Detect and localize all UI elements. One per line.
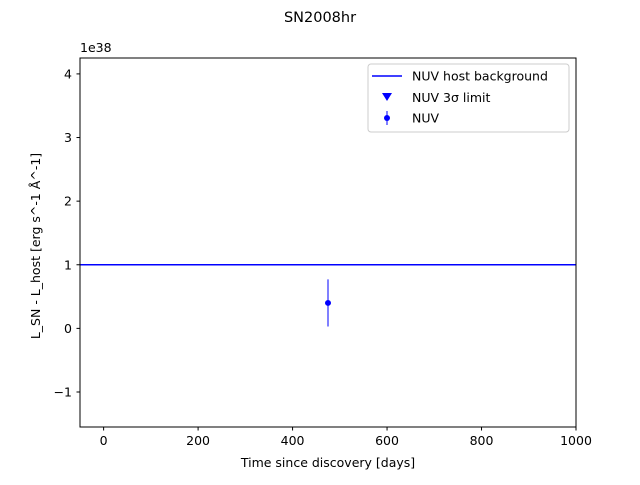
y-tick-label: −1 xyxy=(54,385,72,400)
legend-label-upper-limit: NUV 3σ limit xyxy=(412,90,490,105)
legend-label-host-background: NUV host background xyxy=(412,69,548,84)
x-axis-label: Time since discovery [days] xyxy=(240,455,415,470)
x-tick-label: 0 xyxy=(100,433,108,448)
legend-handle-nuv-marker xyxy=(384,115,390,121)
y-tick-label: 1 xyxy=(64,257,72,272)
y-axis: −1 0 1 2 3 4 xyxy=(54,66,80,400)
legend-label-nuv: NUV xyxy=(412,111,439,126)
x-tick-label: 600 xyxy=(375,433,399,448)
legend-handle-upper-limit xyxy=(382,93,392,101)
y-axis-label: L_SN - L_host [erg s^-1 Å^-1] xyxy=(28,153,43,339)
x-axis: 0 200 400 600 800 1000 xyxy=(100,427,592,448)
chart-title: SN2008hr xyxy=(284,10,356,26)
nuv-data-point-0 xyxy=(325,299,331,306)
plot-area xyxy=(80,264,576,327)
legend: NUV host background NUV 3σ limit NUV xyxy=(367,63,570,133)
y-offset-label: 1e38 xyxy=(80,40,112,55)
y-tick-label: 0 xyxy=(64,321,72,336)
x-tick-label: 200 xyxy=(186,433,210,448)
x-tick-label: 1000 xyxy=(560,433,592,448)
plot-frame xyxy=(79,57,577,428)
x-tick-label: 800 xyxy=(470,433,494,448)
plot-series xyxy=(80,264,576,327)
y-tick-label: 2 xyxy=(64,194,72,209)
x-tick-label: 400 xyxy=(281,433,305,448)
legend-box xyxy=(367,63,570,133)
y-tick-label: 4 xyxy=(64,66,72,81)
y-tick-label: 3 xyxy=(64,130,72,145)
